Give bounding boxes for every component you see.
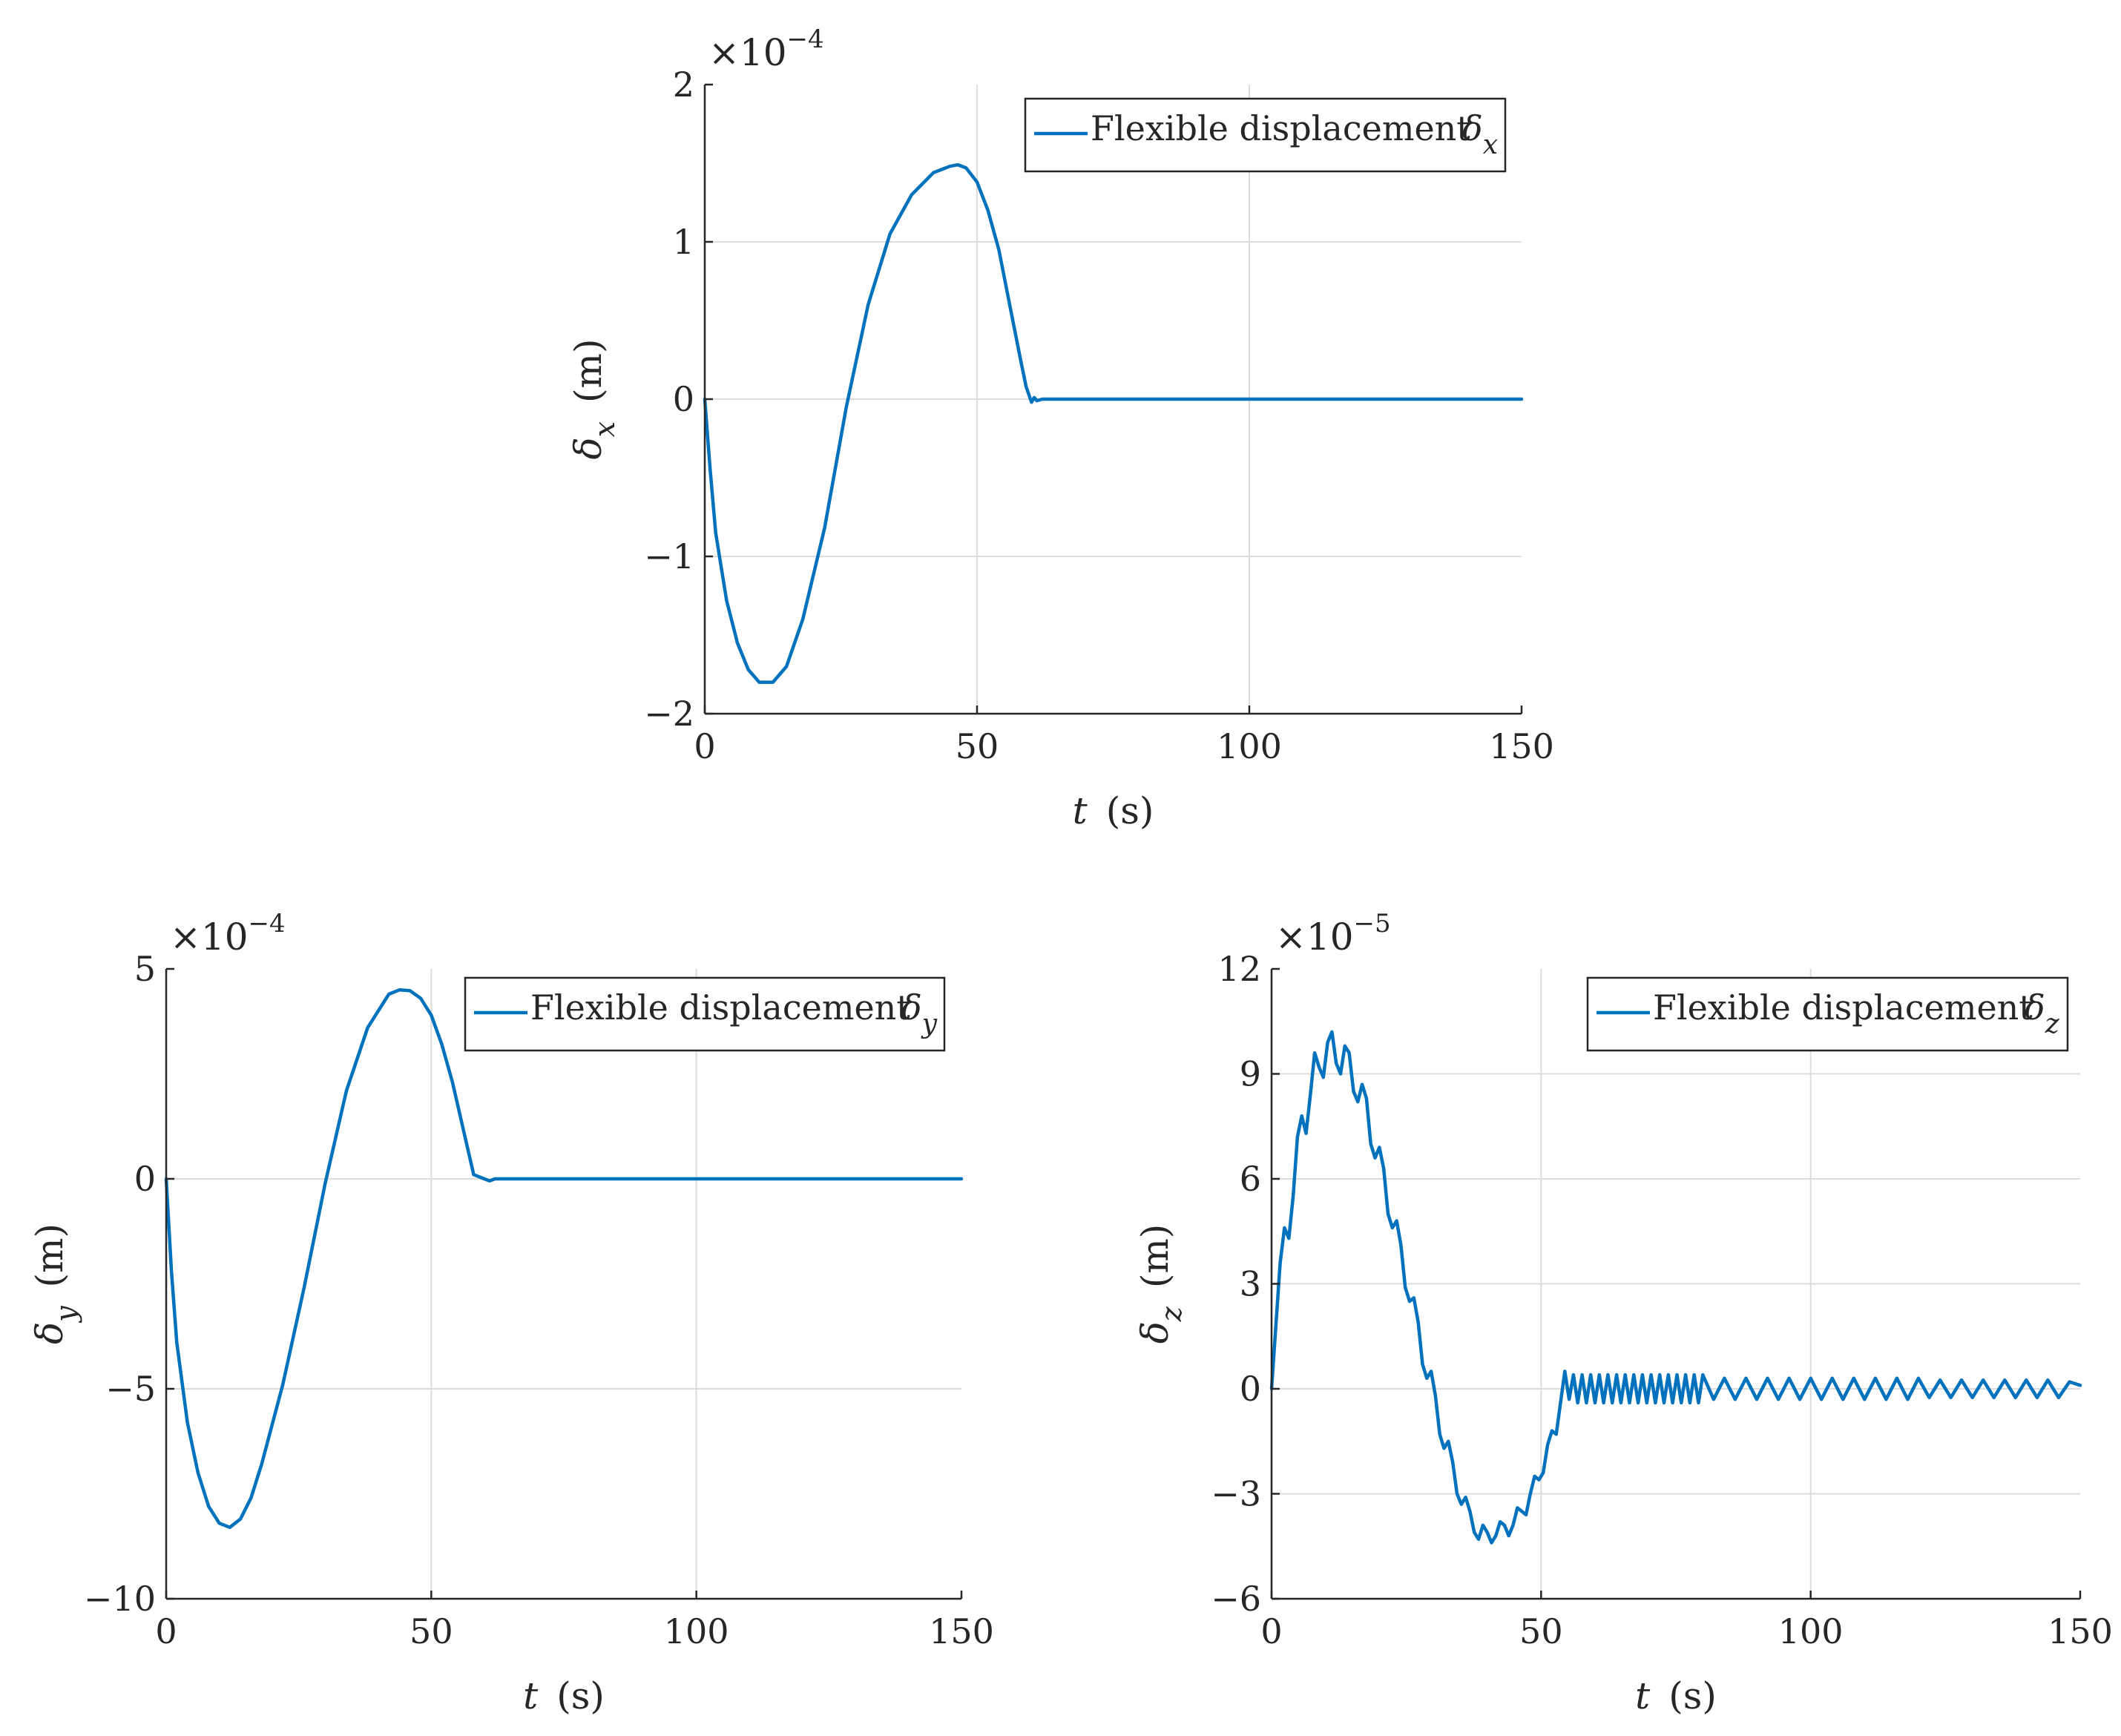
- x-axis-label: t (s): [523, 1674, 605, 1717]
- x-tick-label: 0: [694, 726, 715, 766]
- chart-panel-dz: 0 50 100 150 −6 −3 0 3 6 9 12 ×10−5 t (s) δz (m) Flexi…: [1134, 909, 2113, 1717]
- y-tick-label: 1: [673, 222, 694, 262]
- x-tick-label: 150: [2048, 1611, 2113, 1651]
- y-axis-label: δz (m): [1134, 1224, 1188, 1344]
- x-tick-label: 50: [410, 1611, 453, 1651]
- legend-symbol: δy: [901, 987, 938, 1039]
- y-tick-label: −5: [105, 1369, 156, 1409]
- x-tick-label: 100: [664, 1611, 729, 1651]
- legend-symbol: δx: [1462, 108, 1498, 160]
- x-tick-label: 50: [1519, 1611, 1563, 1651]
- y-tick-label: 12: [1217, 949, 1261, 989]
- x-axis-label: t (s): [1073, 789, 1154, 832]
- x-tick-label: 150: [929, 1611, 994, 1651]
- legend-box: [1024, 97, 1507, 173]
- y-tick-label: 6: [1240, 1159, 1261, 1199]
- y-tick-label: −1: [644, 536, 694, 576]
- plot-area: [166, 969, 961, 1599]
- series-line-dz: [1269, 1030, 2082, 1545]
- y-tick-label: 3: [1240, 1264, 1261, 1304]
- legend-box: [464, 976, 946, 1052]
- legend-label: Flexible displacement: [530, 987, 910, 1028]
- y-tick-label: 0: [134, 1159, 156, 1199]
- legend-symbol: δz: [2025, 987, 2060, 1039]
- series-line-dx: [703, 162, 1524, 684]
- y-tick-label: 2: [673, 65, 694, 105]
- legend-box: [1586, 976, 2069, 1052]
- legend-label: Flexible displacement: [1653, 987, 2033, 1028]
- y-tick-label: 0: [673, 379, 694, 419]
- x-axis-label: t (s): [1635, 1674, 1717, 1717]
- x-tick-label: 100: [1778, 1611, 1844, 1651]
- x-tick-label: 50: [956, 726, 999, 766]
- x-tick-label: 0: [1260, 1611, 1282, 1651]
- y-tick-label: 0: [1240, 1369, 1261, 1409]
- axis-exponent: ×10−5: [1275, 909, 1391, 959]
- y-axis-label: δx (m): [567, 339, 621, 460]
- y-tick-label: −3: [1211, 1474, 1261, 1514]
- x-tick-label: 0: [155, 1611, 177, 1651]
- y-axis-label: δy (m): [28, 1223, 82, 1344]
- x-tick-label: 100: [1217, 726, 1282, 766]
- axis-exponent: ×10−4: [170, 909, 286, 959]
- y-tick-label: −2: [644, 694, 694, 734]
- chart-panel-dx: 0 50 100 150 −2 −1 0 1 2 ×10−4 t (s) δx (m) Flexible…: [567, 24, 1554, 832]
- y-tick-label: 9: [1240, 1054, 1261, 1094]
- series-line-dy: [164, 988, 964, 1530]
- legend-label: Flexible displacement: [1091, 108, 1470, 148]
- x-tick-label: 150: [1489, 726, 1554, 766]
- axis-exponent: ×10−4: [708, 24, 824, 74]
- y-tick-label: −10: [84, 1579, 156, 1619]
- y-tick-label: 5: [134, 949, 156, 989]
- y-tick-label: −6: [1211, 1579, 1261, 1619]
- chart-panel-dy: 0 50 100 150 −10 −5 0 5 ×10−4 t (s) δy (m) Flexible…: [28, 909, 994, 1717]
